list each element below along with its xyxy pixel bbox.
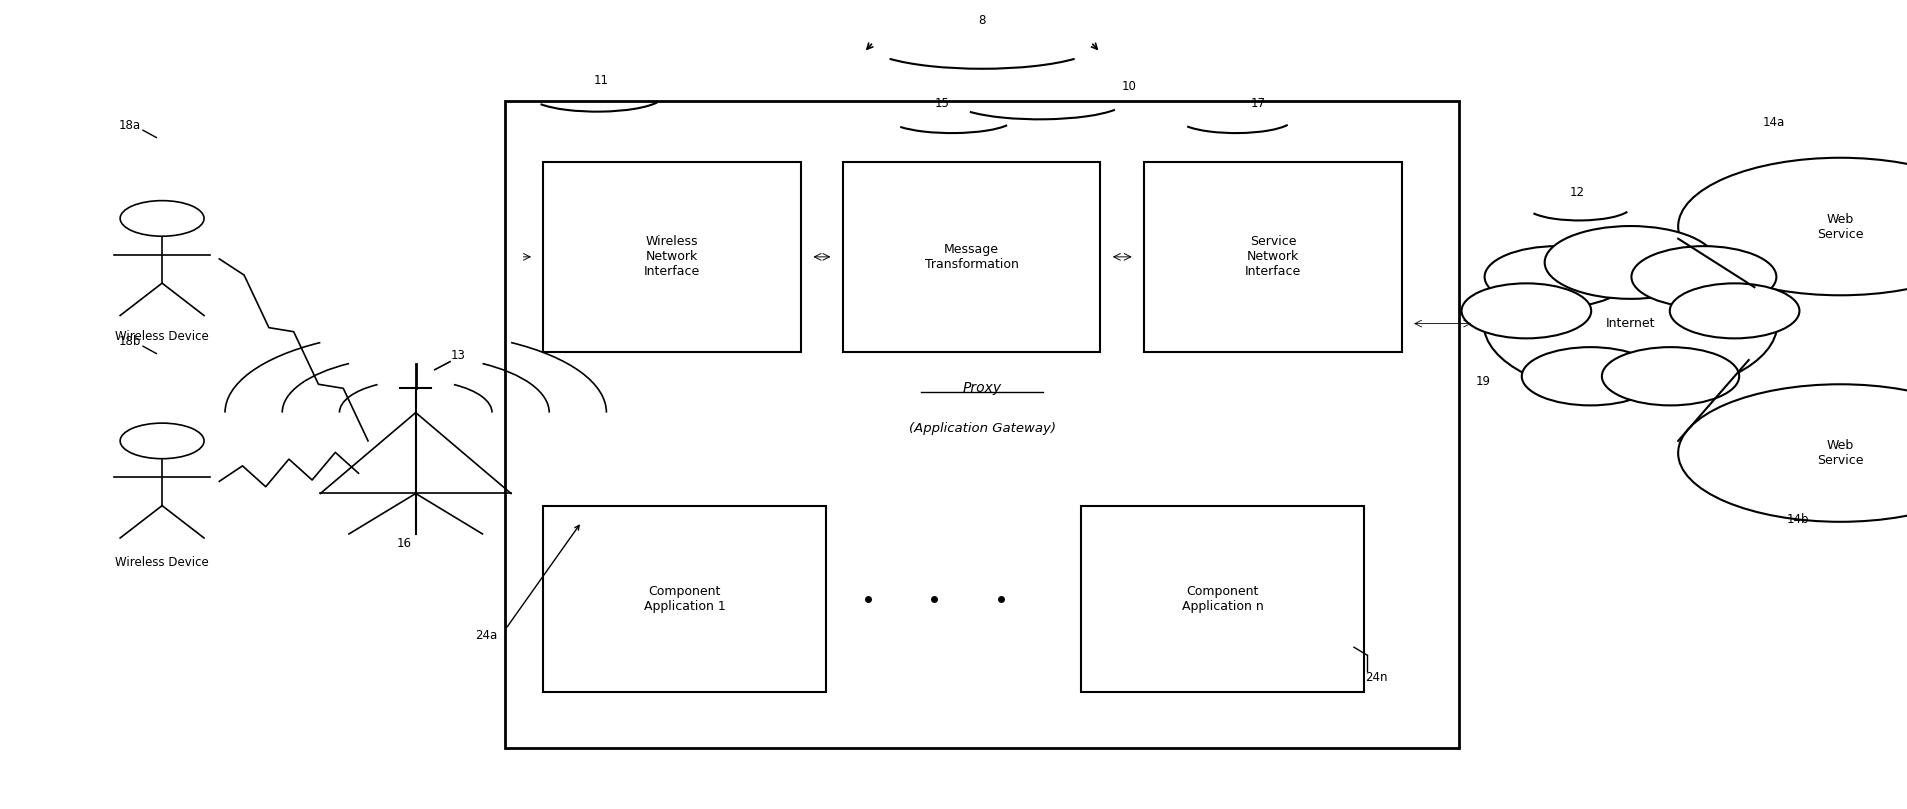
Bar <box>543 506 826 692</box>
Bar <box>543 162 801 352</box>
Text: 8: 8 <box>978 14 986 27</box>
Text: Component
Application 1: Component Application 1 <box>645 585 725 612</box>
Text: 15: 15 <box>934 97 950 110</box>
Text: 13: 13 <box>450 349 465 362</box>
Circle shape <box>1486 246 1629 307</box>
Text: 16: 16 <box>397 537 412 550</box>
Text: 14b: 14b <box>1787 513 1810 526</box>
Circle shape <box>120 423 204 459</box>
Text: 12: 12 <box>1569 186 1585 199</box>
Text: Web
Service: Web Service <box>1817 439 1863 467</box>
Circle shape <box>1461 283 1590 338</box>
Text: Wireless
Network
Interface: Wireless Network Interface <box>645 235 700 278</box>
Circle shape <box>1678 384 1907 522</box>
Bar <box>843 162 1100 352</box>
Text: 18b: 18b <box>118 335 141 348</box>
Circle shape <box>1671 283 1800 338</box>
Ellipse shape <box>1484 252 1777 396</box>
Text: (Application Gateway): (Application Gateway) <box>908 422 1056 435</box>
Circle shape <box>1545 226 1716 299</box>
Circle shape <box>1602 347 1739 405</box>
Bar <box>1081 506 1364 692</box>
Text: Component
Application n: Component Application n <box>1182 585 1262 612</box>
Text: 18a: 18a <box>118 119 141 132</box>
Circle shape <box>1522 347 1659 405</box>
Text: 11: 11 <box>593 74 608 87</box>
Text: Wireless Device: Wireless Device <box>114 557 210 570</box>
Text: Web
Service: Web Service <box>1817 213 1863 240</box>
Text: Service
Network
Interface: Service Network Interface <box>1245 235 1301 278</box>
Text: Proxy: Proxy <box>963 381 1001 396</box>
Text: 24a: 24a <box>475 629 498 642</box>
Circle shape <box>120 201 204 236</box>
Text: Wireless Device: Wireless Device <box>114 330 210 343</box>
Circle shape <box>1632 246 1775 307</box>
Bar <box>505 101 1459 748</box>
Text: 10: 10 <box>1121 80 1137 93</box>
Text: 14a: 14a <box>1762 116 1785 129</box>
Text: 24n: 24n <box>1365 671 1388 684</box>
Circle shape <box>1678 158 1907 295</box>
Text: 17: 17 <box>1251 97 1266 110</box>
Text: Internet: Internet <box>1606 317 1655 330</box>
Text: Message
Transformation: Message Transformation <box>925 243 1018 271</box>
Text: 19: 19 <box>1476 375 1491 388</box>
Bar <box>1144 162 1402 352</box>
